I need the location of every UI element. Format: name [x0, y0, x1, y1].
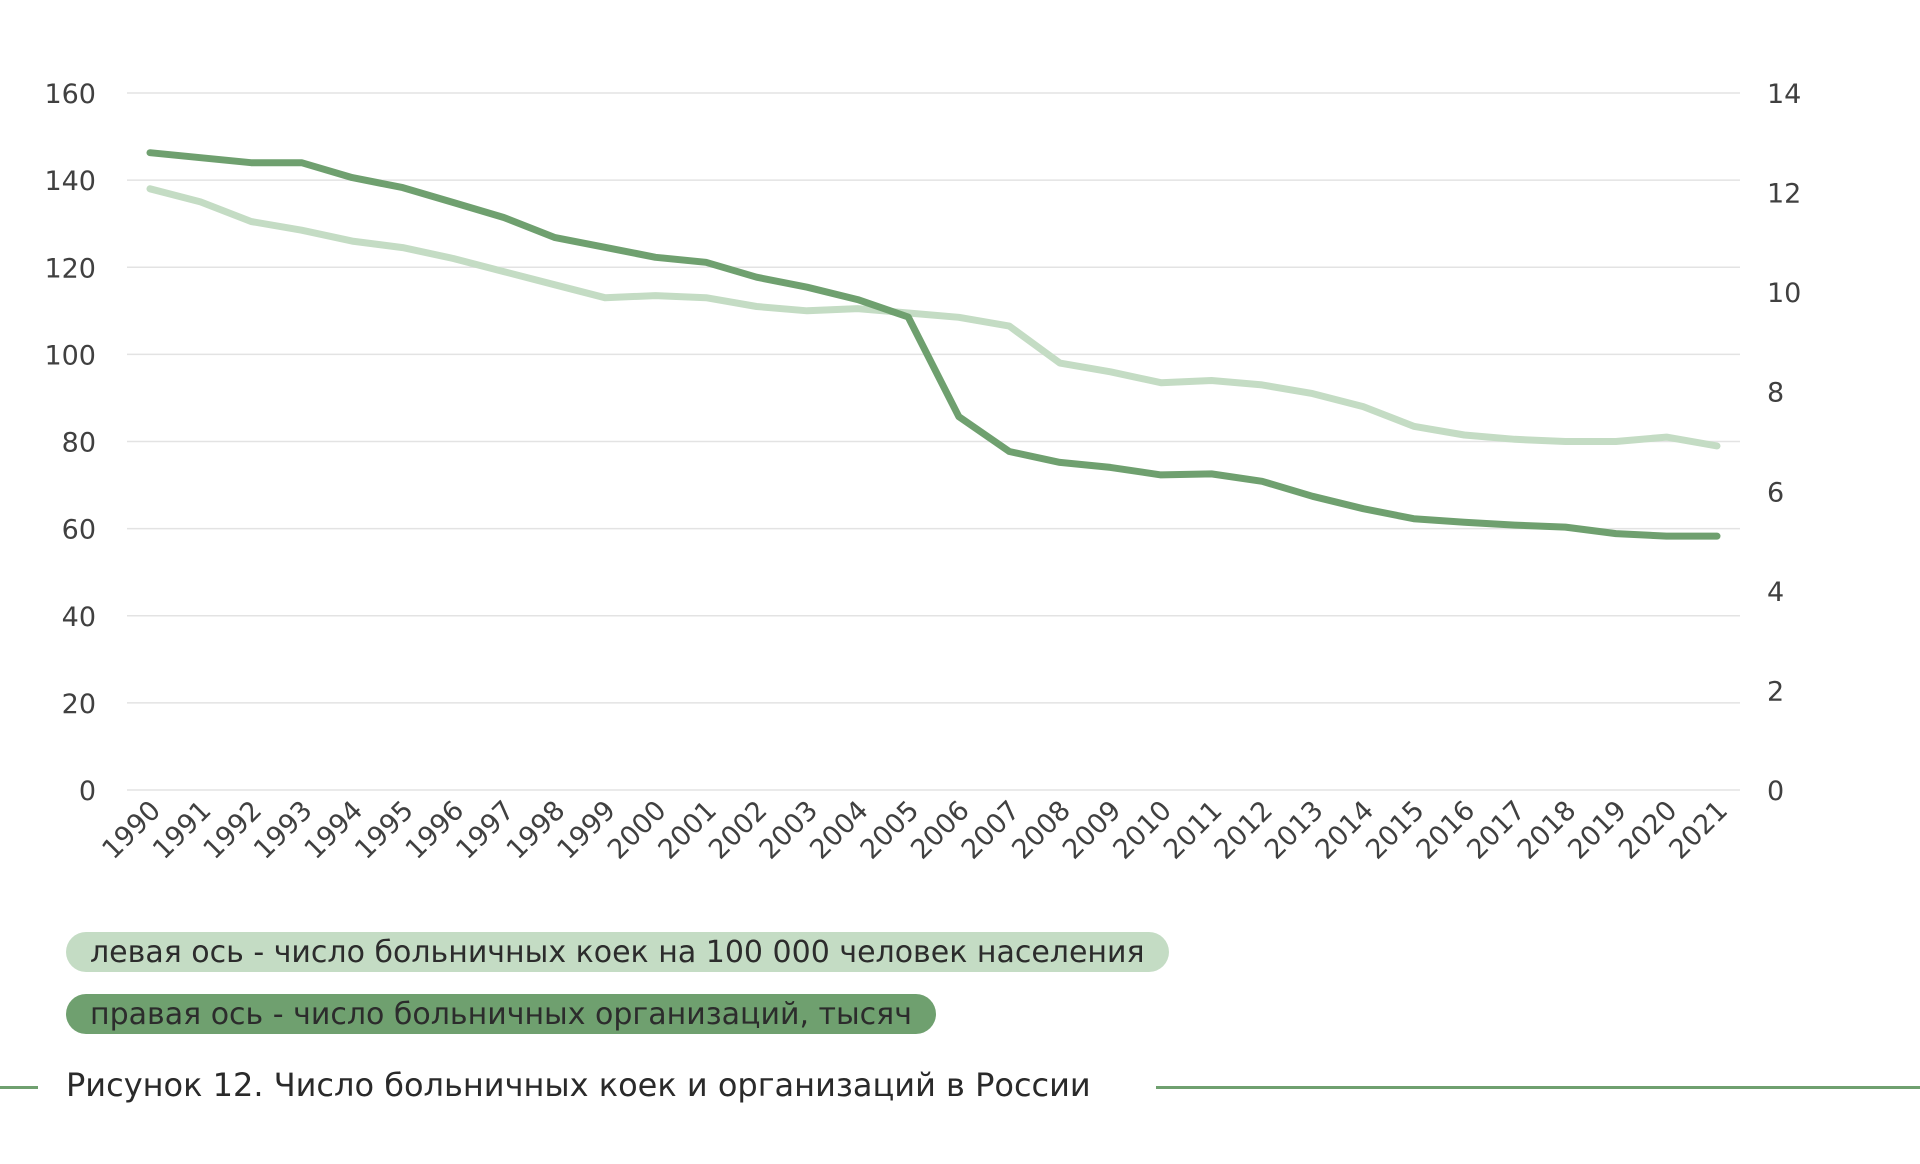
right-axis-tick-label: 14: [1767, 79, 1801, 110]
x-axis-tick-label: 2001: [652, 795, 723, 866]
right-axis-tick-label: 0: [1767, 776, 1784, 807]
x-axis-tick-label: 2016: [1411, 795, 1482, 866]
x-axis-tick-label: 2008: [1006, 795, 1077, 866]
x-axis-tick-label: 2004: [804, 795, 875, 866]
x-axis-tick-label: 2005: [855, 795, 926, 866]
x-axis-tick-label: 1997: [450, 795, 521, 866]
x-axis-tick-label: 1992: [198, 795, 269, 866]
left-axis-tick-label: 0: [79, 776, 96, 807]
left-axis-ticks: 0 20 40 60 80 100 120 140 160: [44, 79, 96, 807]
left-axis-tick-label: 100: [44, 340, 96, 371]
left-axis-tick-label: 80: [62, 428, 96, 459]
x-axis-tick-label: 1995: [349, 795, 420, 866]
left-axis-tick-label: 140: [44, 166, 96, 197]
x-axis-tick-label: 1998: [501, 795, 572, 866]
x-axis-tick-label: 2013: [1259, 795, 1330, 866]
figure-caption: Рисунок 12. Число больничных коек и орга…: [66, 1066, 1091, 1104]
left-axis-tick-label: 120: [44, 253, 96, 284]
right-axis-tick-label: 4: [1767, 577, 1784, 608]
series-line-beds: [146, 185, 1721, 450]
x-axis-tick-label: 2020: [1613, 795, 1684, 866]
x-axis-tick-label: 2014: [1310, 795, 1381, 866]
legend-left-axis-series: левая ось - число больничных коек на 100…: [66, 932, 1169, 972]
x-axis-tick-label: 2018: [1512, 795, 1583, 866]
series-layer: [146, 149, 1721, 540]
x-axis-tick-label: 2012: [1209, 795, 1280, 866]
x-axis-tick-label: 2021: [1663, 795, 1734, 866]
gridlines: [127, 92, 1740, 791]
x-axis-tick-label: 1990: [96, 795, 167, 866]
series-line-organizations: [146, 149, 1721, 540]
right-axis-ticks: 0 2 4 6 8 10 12 14: [1767, 79, 1801, 807]
x-axis-tick-label: 1996: [400, 795, 471, 866]
x-axis-tick-label: 2019: [1562, 795, 1633, 866]
left-axis-tick-label: 160: [44, 79, 96, 110]
x-axis-tick-label: 1991: [147, 795, 218, 866]
x-axis-tick-label: 2017: [1461, 795, 1532, 866]
x-axis-tick-label: 1999: [551, 795, 622, 866]
x-axis-tick-label: 2009: [1057, 795, 1128, 866]
left-axis-tick-label: 20: [62, 689, 96, 720]
x-axis-tick-label: 2007: [956, 795, 1027, 866]
x-axis-tick-label: 1993: [248, 795, 319, 866]
right-axis-tick-label: 12: [1767, 179, 1801, 210]
x-axis-tick-label: 1994: [299, 795, 370, 866]
left-axis-tick-label: 40: [62, 602, 96, 633]
x-axis-tick-label: 2010: [1107, 795, 1178, 866]
x-axis-tick-label: 2002: [703, 795, 774, 866]
right-axis-tick-label: 10: [1767, 278, 1801, 309]
left-axis-tick-label: 60: [62, 515, 96, 546]
right-axis-tick-label: 6: [1767, 477, 1784, 508]
legend-right-axis-series: правая ось - число больничных организаци…: [66, 994, 936, 1034]
x-axis-tick-label: 2006: [905, 795, 976, 866]
x-axis-tick-label: 2015: [1360, 795, 1431, 866]
right-axis-tick-label: 2: [1767, 676, 1784, 707]
x-axis-tick-label: 2003: [754, 795, 825, 866]
caption-rule-right: [1156, 1086, 1920, 1089]
x-axis-tick-label: 2011: [1158, 795, 1229, 866]
right-axis-tick-label: 8: [1767, 378, 1784, 409]
x-axis-ticks: 1990199119921993199419951996199719981999…: [96, 795, 1734, 866]
x-axis-tick-label: 2000: [602, 795, 673, 866]
caption-rule-left: [0, 1086, 38, 1089]
